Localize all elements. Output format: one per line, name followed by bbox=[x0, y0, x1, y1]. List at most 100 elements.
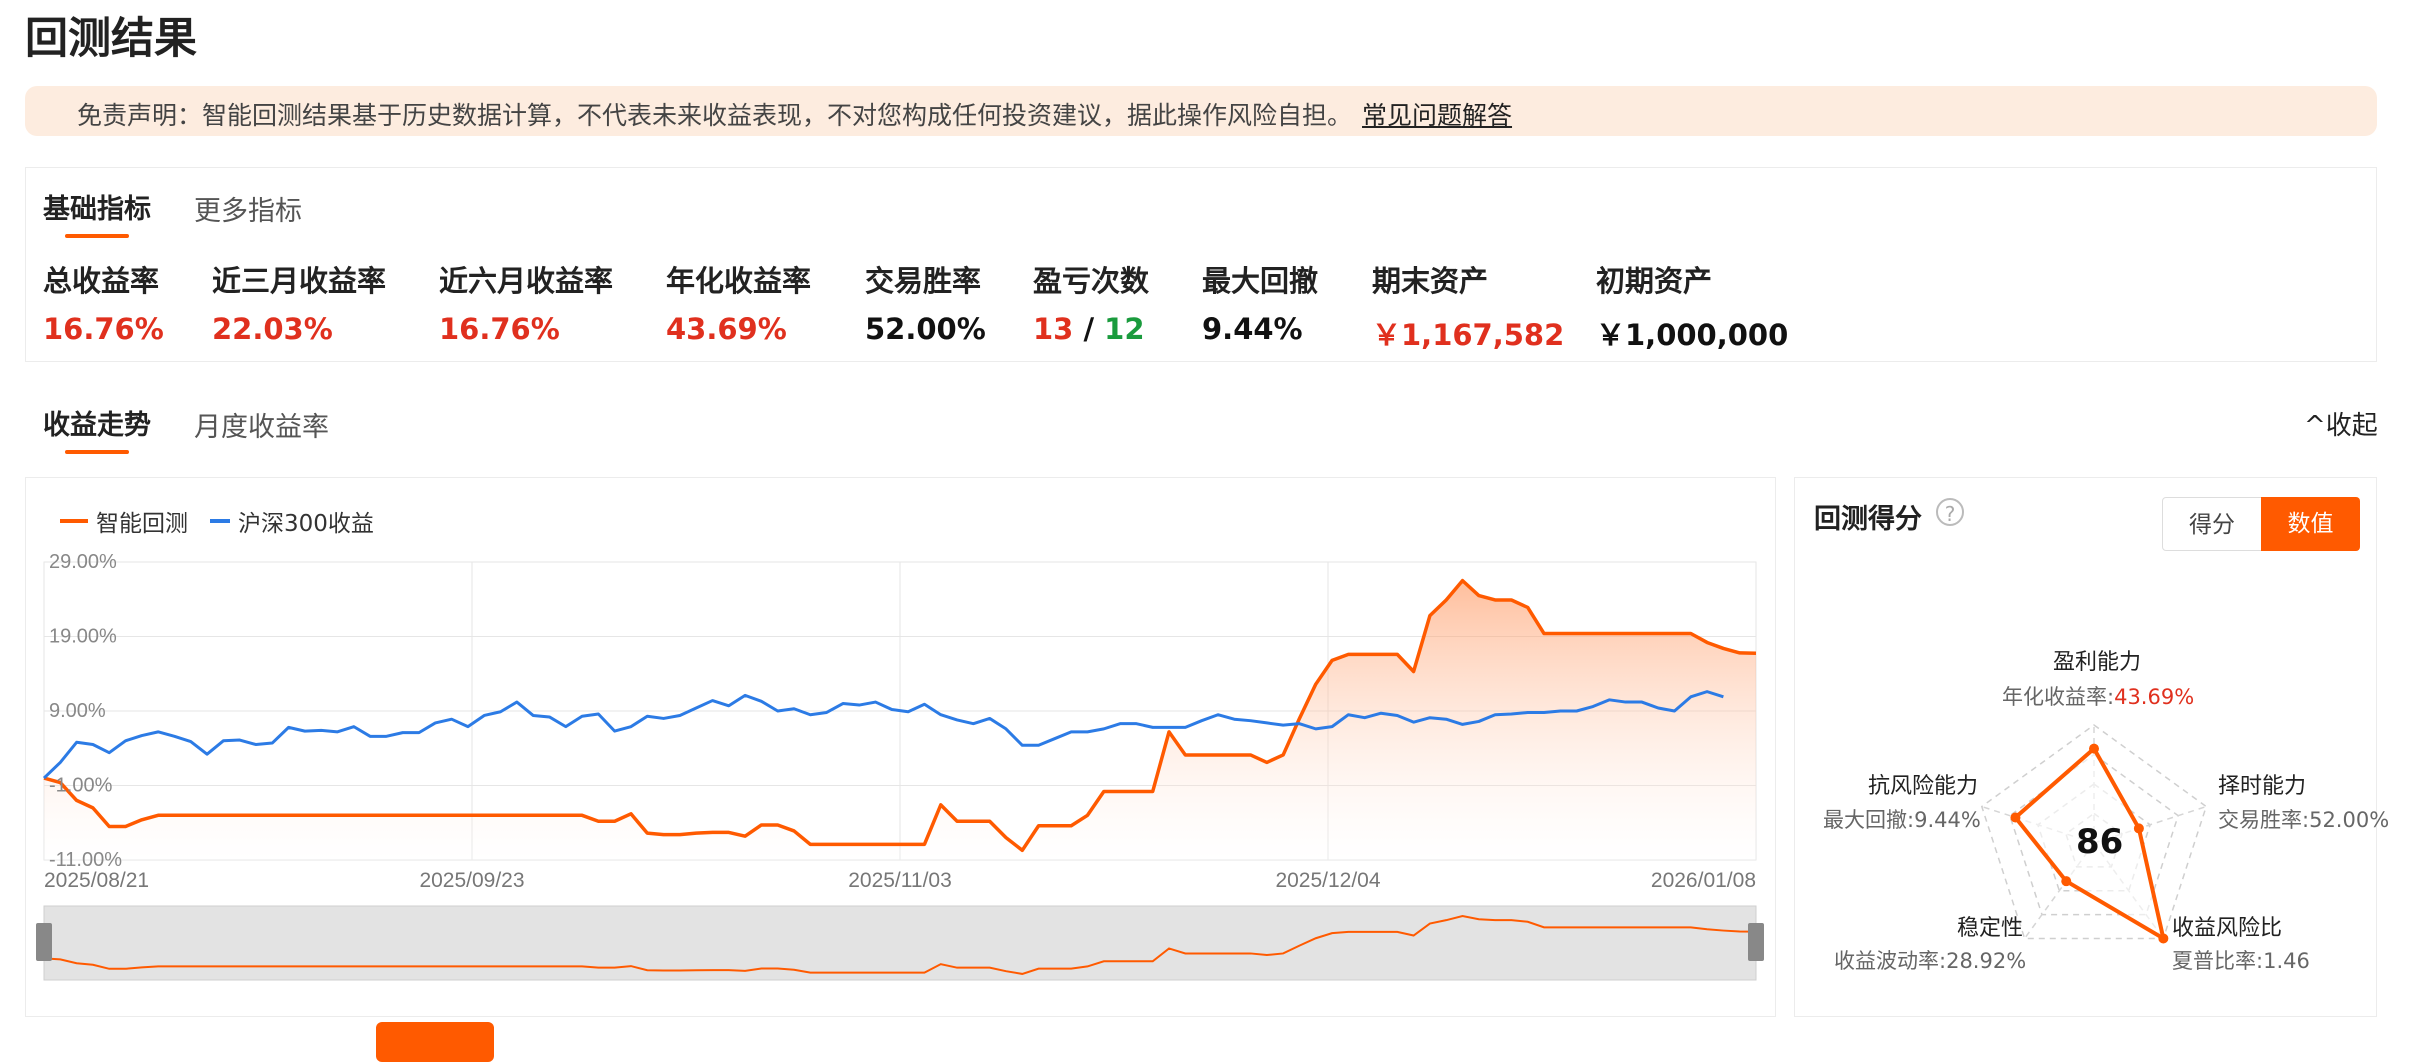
help-icon[interactable]: ? bbox=[1936, 498, 1964, 526]
radar-sub-risk-resistance: 最大回撤:9.44% bbox=[1823, 804, 1981, 834]
navigator-line bbox=[43, 914, 1757, 975]
tab-return-trend[interactable]: 收益走势 bbox=[43, 403, 151, 454]
tab-more-metrics[interactable]: 更多指标 bbox=[194, 196, 302, 227]
radar-sub-value: 1.46 bbox=[2263, 949, 2310, 973]
metric-value: ￥1,000,000 bbox=[1596, 318, 1789, 352]
radar-point bbox=[2061, 876, 2072, 887]
toggle-value-button[interactable]: 数值 bbox=[2261, 497, 2360, 551]
win-loss-separator: / bbox=[1083, 312, 1095, 346]
toggle-score-button[interactable]: 得分 bbox=[2162, 497, 2262, 551]
metric-value: ￥1,167,582 bbox=[1372, 318, 1565, 352]
legend-swatch-backtest bbox=[60, 519, 88, 523]
metric-value: 16.76% bbox=[43, 312, 164, 346]
radar-sub-risk-return: 夏普比率:1.46 bbox=[2172, 945, 2310, 975]
metric-label: 近六月收益率 bbox=[439, 264, 614, 298]
radar-sub-value: 52.00% bbox=[2309, 808, 2390, 832]
metric-win-loss-count: 盈亏次数 13 / 12 bbox=[1033, 258, 1149, 346]
y-tick-label: -1.00% bbox=[49, 775, 113, 797]
legend-label-hs300[interactable]: 沪深300收益 bbox=[238, 511, 374, 537]
score-total: 86 bbox=[2076, 822, 2124, 862]
radar-grid-ring bbox=[2008, 753, 2180, 916]
radar-point bbox=[2158, 933, 2169, 944]
metric-label: 近三月收益率 bbox=[212, 264, 387, 298]
metric-value: 16.76% bbox=[439, 312, 560, 346]
metric-value: 52.00% bbox=[865, 312, 986, 346]
radar-sub-label: 最大回撤: bbox=[1823, 808, 1915, 832]
collapse-button[interactable]: ^收起 bbox=[2304, 405, 2378, 442]
metric-label: 年化收益率 bbox=[666, 264, 812, 298]
tab-basic-metrics[interactable]: 基础指标 bbox=[43, 187, 151, 238]
x-tick-label: 2025/12/04 bbox=[1275, 869, 1380, 892]
score-radar-chart bbox=[1980, 724, 2208, 944]
collapse-label: 收起 bbox=[2325, 411, 2378, 441]
metric-initial-assets: 初期资产 ￥1,000,000 bbox=[1596, 258, 1788, 354]
win-count: 13 bbox=[1033, 312, 1074, 346]
series-line-hs300 bbox=[42, 690, 1724, 780]
radar-label-stability: 稳定性 bbox=[1957, 916, 2024, 941]
faq-link[interactable]: 常见问题解答 bbox=[1362, 101, 1513, 130]
disclaimer-text: 免责声明：智能回测结果基于历史数据计算，不代表未来收益表现，不对您构成任何投资建… bbox=[77, 101, 1353, 130]
radar-grid-ring bbox=[1980, 724, 2208, 940]
radar-sub-value: 28.92% bbox=[1946, 949, 2027, 973]
metric-value: 9.44% bbox=[1202, 312, 1303, 346]
radar-label-risk-resistance: 抗风险能力 bbox=[1868, 774, 1979, 799]
metric-label: 最大回撤 bbox=[1202, 264, 1319, 298]
metric-max-drawdown: 最大回撤 9.44% bbox=[1202, 258, 1318, 346]
disclaimer-banner: 免责声明：智能回测结果基于历史数据计算，不代表未来收益表现，不对您构成任何投资建… bbox=[25, 86, 2377, 136]
navigator-handle-left[interactable] bbox=[36, 923, 52, 961]
radar-label-risk-return: 收益风险比 bbox=[2172, 916, 2283, 941]
return-trend-chart[interactable]: 29.00% 19.00% 9.00% -1.00% -11.00%2025/08/21… bbox=[0, 0, 1790, 1000]
score-title: 回测得分 bbox=[1814, 504, 1922, 535]
loss-count: 12 bbox=[1104, 312, 1145, 346]
metric-value: 22.03% bbox=[212, 312, 333, 346]
metric-total-return: 总收益率 16.76% bbox=[43, 258, 164, 346]
metric-3m-return: 近三月收益率 22.03% bbox=[212, 258, 386, 346]
radar-label-timing: 择时能力 bbox=[2218, 774, 2307, 799]
radar-sub-value: 43.69% bbox=[2114, 685, 2195, 709]
radar-sub-timing: 交易胜率:52.00% bbox=[2218, 804, 2389, 834]
radar-point bbox=[2133, 823, 2144, 834]
radar-label-profit: 盈利能力 bbox=[2053, 650, 2142, 675]
y-tick-label: 29.00% bbox=[49, 551, 117, 573]
metric-label: 初期资产 bbox=[1596, 264, 1713, 298]
radar-sub-label: 收益波动率: bbox=[1834, 949, 1947, 973]
backtest-area bbox=[44, 580, 1756, 860]
metric-label: 盈亏次数 bbox=[1033, 264, 1150, 298]
radar-sub-label: 交易胜率: bbox=[2218, 808, 2310, 832]
tab-monthly-return[interactable]: 月度收益率 bbox=[194, 412, 329, 443]
legend-swatch-hs300 bbox=[210, 519, 230, 523]
page-title: 回测结果 bbox=[25, 14, 197, 64]
x-tick-label: 2025/09/23 bbox=[419, 869, 524, 892]
y-tick-label: 19.00% bbox=[49, 626, 117, 648]
y-tick-label: 9.00% bbox=[49, 700, 106, 722]
radar-sub-stability: 收益波动率:28.92% bbox=[1834, 945, 2026, 975]
range-navigator bbox=[43, 905, 1757, 981]
radar-axis bbox=[2093, 805, 2207, 844]
series-line-backtest bbox=[43, 578, 1757, 853]
metric-label: 总收益率 bbox=[43, 264, 160, 298]
radar-sub-label: 年化收益率: bbox=[2002, 685, 2115, 709]
metric-6m-return: 近六月收益率 16.76% bbox=[439, 258, 613, 346]
score-card bbox=[1794, 477, 2377, 1017]
metric-label: 交易胜率 bbox=[865, 264, 982, 298]
x-tick-label: 2026/01/08 bbox=[1651, 869, 1756, 892]
radar-sub-label: 夏普比率: bbox=[2172, 949, 2264, 973]
legend-label-backtest[interactable]: 智能回测 bbox=[96, 511, 188, 537]
radar-point bbox=[2089, 743, 2099, 754]
radar-point bbox=[2010, 812, 2021, 823]
metric-win-rate: 交易胜率 52.00% bbox=[865, 258, 986, 346]
chart-legend: 智能回测 沪深300收益 bbox=[60, 504, 374, 538]
x-tick-label: 2025/11/03 bbox=[848, 869, 952, 892]
metric-label: 期末资产 bbox=[1372, 264, 1489, 298]
bottom-action-button[interactable] bbox=[376, 1022, 494, 1062]
metrics-card bbox=[25, 167, 2377, 362]
metric-final-assets: 期末资产 ￥1,167,582 bbox=[1372, 258, 1564, 354]
navigator-handle-right[interactable] bbox=[1748, 923, 1764, 961]
radar-sub-profit: 年化收益率:43.69% bbox=[2002, 681, 2194, 711]
y-tick-label: -11.00% bbox=[49, 849, 122, 871]
radar-value-polygon bbox=[2013, 746, 2166, 941]
x-tick-label: 2025/08/21 bbox=[44, 869, 149, 892]
metric-value: 43.69% bbox=[666, 312, 787, 346]
radar-sub-value: 9.44% bbox=[1914, 808, 1981, 832]
metric-annual-return: 年化收益率 43.69% bbox=[666, 258, 811, 346]
